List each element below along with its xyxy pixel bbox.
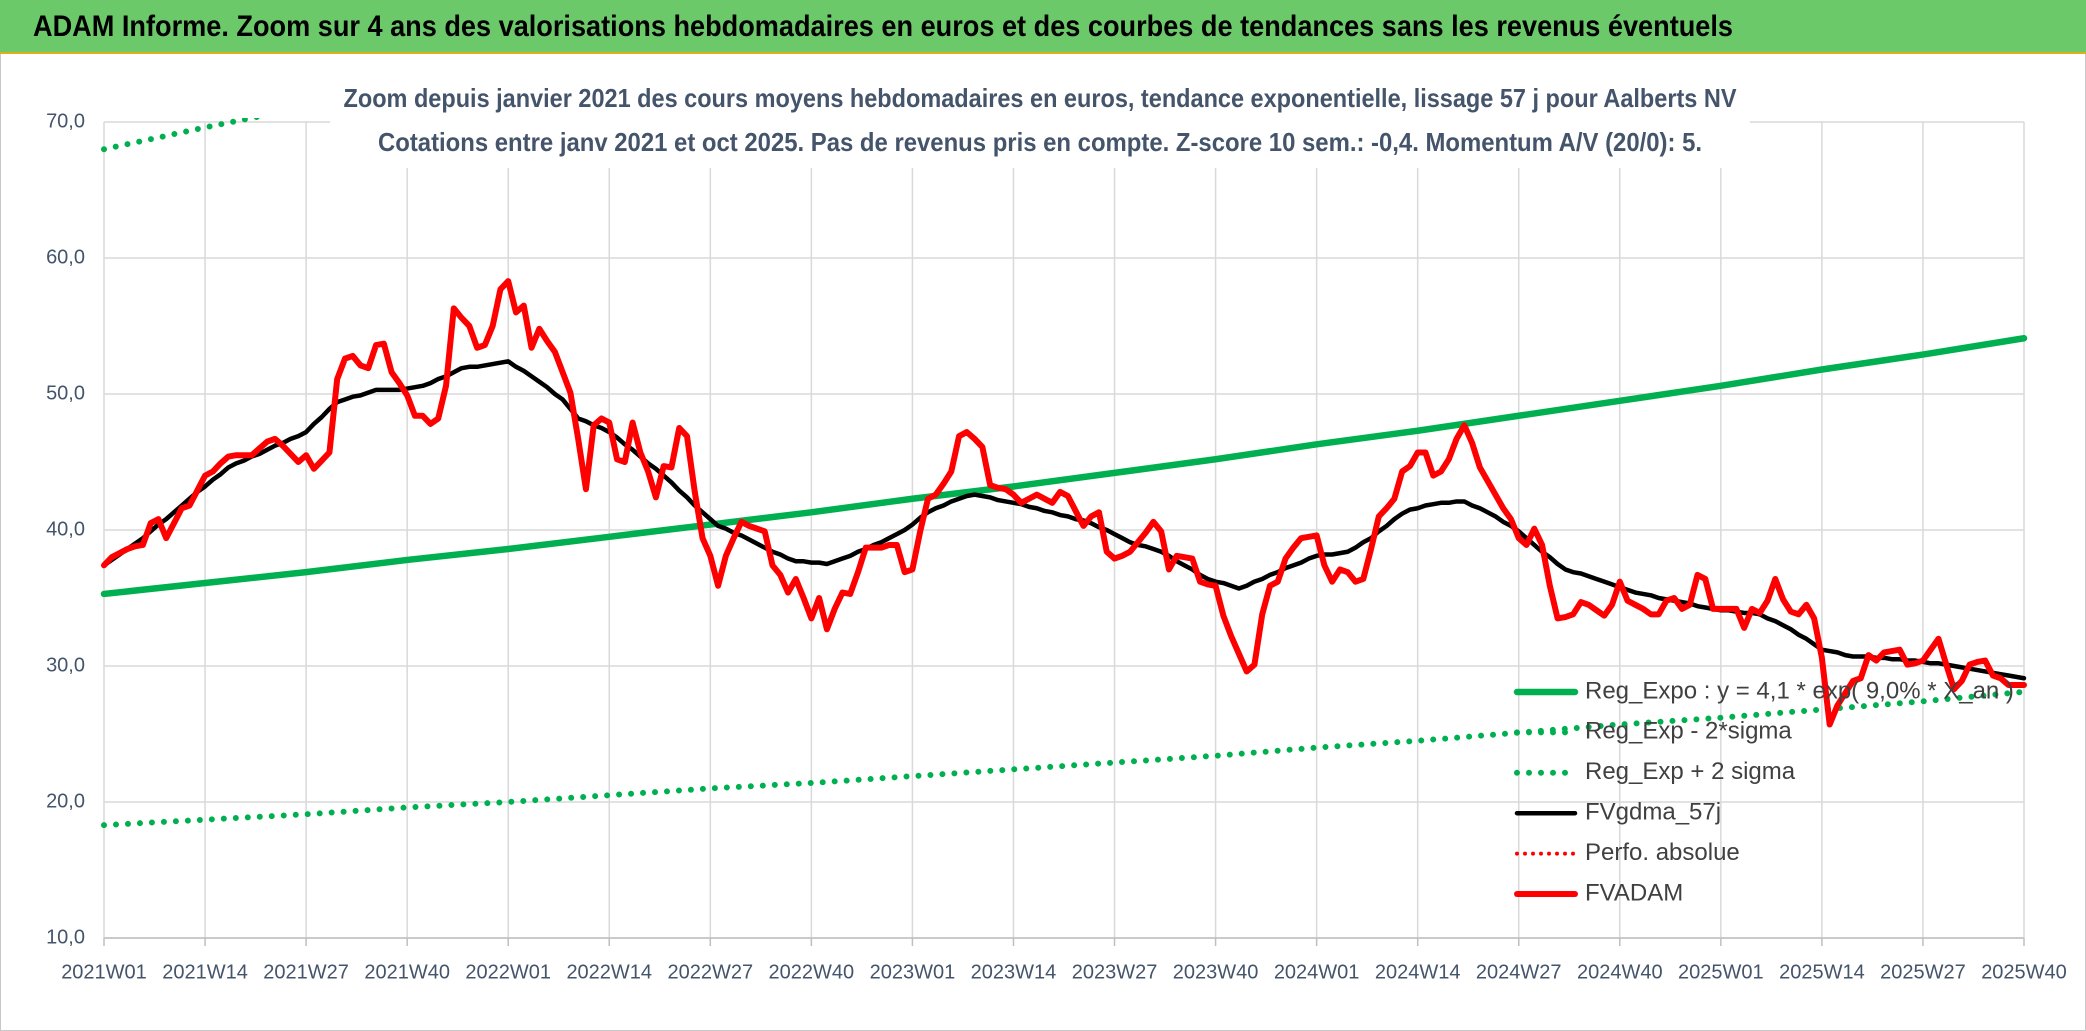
x-tick-label: 2025W27 <box>1880 961 1966 983</box>
x-tick-label: 2023W40 <box>1173 961 1259 983</box>
x-tick-label: 2025W40 <box>1981 961 2067 983</box>
x-tick-label: 2021W40 <box>364 961 450 983</box>
x-tick-label: 2022W01 <box>465 961 551 983</box>
y-tick-label: 30,0 <box>46 654 85 676</box>
y-tick-label: 70,0 <box>46 110 85 132</box>
x-tick-label: 2023W01 <box>870 961 956 983</box>
x-tick-label: 2022W27 <box>668 961 754 983</box>
x-tick-label: 2022W14 <box>566 961 652 983</box>
series-line <box>100 334 2028 598</box>
chart-title: ADAM Informe. Zoom sur 4 ans des valoris… <box>33 10 1733 43</box>
subtitle-box <box>330 78 1750 168</box>
legend-label: Reg_Exp + 2 sigma <box>1585 758 1796 785</box>
y-tick-label: 10,0 <box>46 926 85 948</box>
x-tick-label: 2023W14 <box>971 961 1057 983</box>
legend-label: FVADAM <box>1585 879 1683 906</box>
legend-label: Reg_Exp - 2*sigma <box>1585 718 1792 745</box>
series-line <box>101 278 2027 728</box>
x-tick-label: 2022W40 <box>769 961 855 983</box>
legend: Reg_Expo : y = 4,1 * exp( 9,0% * X_an ) R… <box>1513 677 2014 906</box>
chart-subtitle: Cotations entre janv 2021 et oct 2025. P… <box>378 127 1702 157</box>
series-line <box>101 359 2027 681</box>
legend-label: FVgdma_57j <box>1585 799 1721 826</box>
x-tick-label: 2023W27 <box>1072 961 1158 983</box>
y-tick-label: 50,0 <box>46 382 85 404</box>
chart-subtitle: Zoom depuis janvier 2021 des cours moyen… <box>344 83 1738 113</box>
x-tick-label: 2025W14 <box>1779 961 1865 983</box>
legend-label: Reg_Expo : y = 4,1 * exp( 9,0% * X_an ) <box>1585 677 2014 704</box>
plot-lines <box>100 118 2028 829</box>
x-tick-label: 2021W27 <box>263 961 349 983</box>
series-line <box>101 688 2027 829</box>
x-tick-label: 2025W01 <box>1678 961 1764 983</box>
x-tick-label: 2021W01 <box>61 961 147 983</box>
x-tick-label: 2024W01 <box>1274 961 1360 983</box>
x-tick-label: 2021W14 <box>162 961 248 983</box>
title-bar-edge <box>0 52 2086 54</box>
x-tick-label: 2024W14 <box>1375 961 1461 983</box>
legend-label: Perfo. absolue <box>1585 839 1740 866</box>
title-bar <box>0 0 2086 52</box>
y-tick-label: 60,0 <box>46 246 85 268</box>
x-tick-label: 2024W40 <box>1577 961 1663 983</box>
x-tick-label: 2024W27 <box>1476 961 1562 983</box>
y-tick-label: 40,0 <box>46 518 85 540</box>
axes: 10,0 20,0 30,0 40,0 50,0 60,0 70,0 2021W01 2021W… <box>46 110 2067 983</box>
y-tick-label: 20,0 <box>46 790 85 812</box>
